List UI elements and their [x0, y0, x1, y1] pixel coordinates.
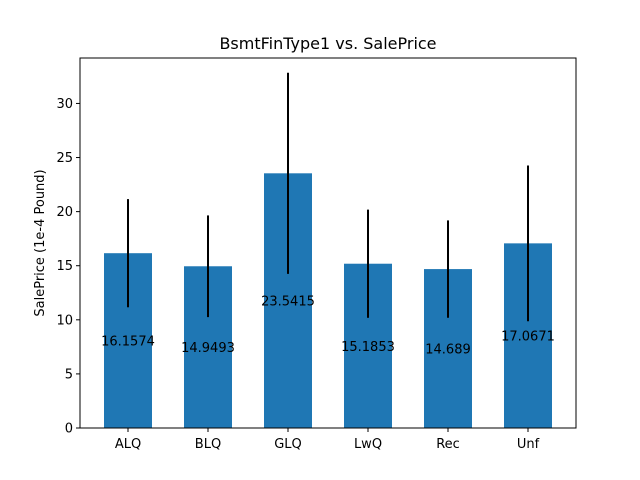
bar-value-label: 14.689	[425, 343, 471, 358]
x-tick-label: GLQ	[274, 437, 302, 452]
bar-value-label: 16.1574	[101, 335, 155, 350]
plot-frame	[79, 57, 577, 429]
y-tick-label: 25	[56, 151, 73, 166]
y-tick-label: 15	[56, 259, 73, 274]
x-tick-label: ALQ	[115, 437, 141, 452]
y-tick-label: 0	[65, 422, 73, 437]
bar-value-labels: 16.1574 14.9493 23.5415 15.1853 14.689 17.067…	[101, 295, 555, 358]
x-axis: ALQ BLQ GLQ LwQ Rec Unf	[115, 428, 540, 452]
bar-value-label: 15.1853	[341, 340, 395, 355]
x-tick-label: BLQ	[195, 437, 221, 452]
bar-value-label: 14.9493	[181, 341, 235, 356]
error-bars	[127, 72, 529, 322]
y-tick-label: 20	[56, 205, 73, 220]
x-tick-label: Unf	[517, 437, 540, 452]
bar-series	[104, 173, 552, 428]
bar-value-label: 23.5415	[261, 295, 315, 310]
y-tick-label: 5	[65, 367, 73, 382]
bar-value-label: 17.0671	[501, 330, 555, 345]
x-tick-label: Rec	[436, 437, 460, 452]
y-tick-label: 30	[56, 97, 73, 112]
y-axis: 0 5 10 15 20 25 30	[56, 97, 80, 437]
y-axis-label: SalePrice (1e-4 Pound)	[33, 169, 48, 316]
chart-title: BsmtFinType1 vs. SalePrice	[219, 34, 436, 53]
x-tick-label: LwQ	[354, 437, 382, 452]
y-tick-label: 10	[56, 313, 73, 328]
